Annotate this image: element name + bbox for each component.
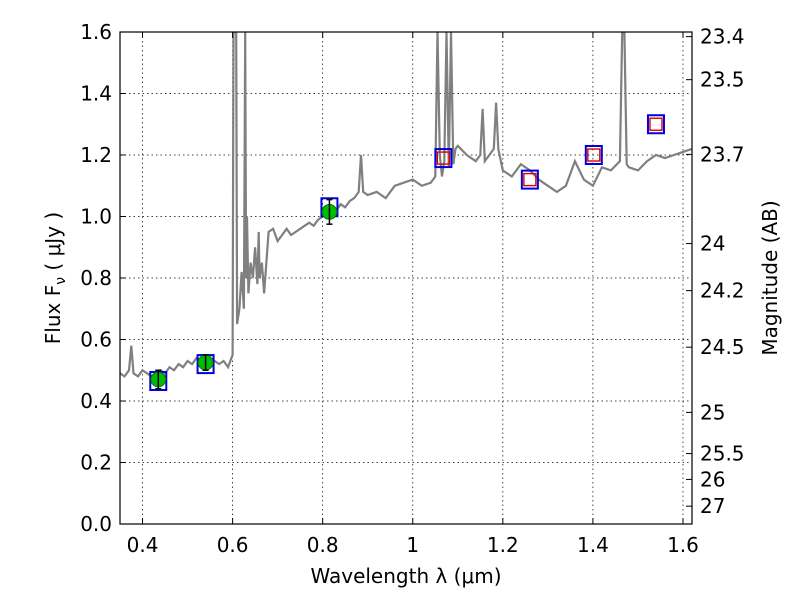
y2-axis-label: Magnitude (AB) (758, 200, 782, 355)
y2-tick-label: 24 (700, 232, 725, 256)
y-tick-label: 1.4 (80, 82, 112, 106)
y-axis-label-sub: ν (53, 277, 69, 285)
y-axis-label-unit: ( μJy ) (41, 212, 65, 277)
y-tick-label: 1.6 (80, 20, 112, 44)
x-axis-label: Wavelength λ (μm) (310, 564, 501, 588)
model-box-blue (434, 148, 453, 169)
y-tick-label: 0.0 (80, 512, 112, 536)
x-tick-label: 0.6 (217, 533, 249, 557)
y2-tick-label: 24.5 (700, 335, 745, 359)
model-boxes (149, 114, 665, 392)
y-tick-label: 0.2 (80, 451, 112, 475)
y-tick-label: 0.6 (80, 328, 112, 352)
sed-line (120, 32, 692, 378)
model-box-red (587, 148, 601, 162)
model-box-red (649, 117, 663, 131)
y-tick-label: 1.0 (80, 205, 112, 229)
y-tick-label: 0.8 (80, 266, 112, 290)
y2-tick-label: 25.5 (700, 442, 745, 466)
y2-tick-label: 27 (700, 494, 725, 518)
y2-tick-label: 23.7 (700, 142, 745, 166)
y2-tick-label: 24.2 (700, 279, 745, 303)
x-tick-label: 1.4 (577, 533, 609, 557)
series-layer (120, 32, 692, 378)
y-tick-label: 0.4 (80, 389, 112, 413)
model-box-blue (646, 114, 665, 135)
x-tick-label: 1.2 (487, 533, 519, 557)
y-tick-label: 1.2 (80, 143, 112, 167)
model-box-red (436, 151, 451, 165)
model-box-blue (520, 169, 539, 190)
y2-tick-label: 23.4 (700, 25, 745, 49)
y2-tick-label: 23.5 (700, 68, 745, 92)
model-box-blue (584, 145, 603, 165)
y-axis-label: Flux Fν ( μJy ) (41, 212, 69, 344)
ticks: 0.4 0.6 0.8 1 1.2 1.4 1.6 0.0 0.2 0.4 0.6 0.8 1.0 1.2… (80, 20, 744, 557)
x-tick-label: 0.4 (127, 533, 159, 557)
model-box-red (523, 172, 537, 187)
phot-points (150, 198, 338, 390)
x-tick-label: 1.6 (667, 533, 699, 557)
x-tick-label: 0.8 (307, 533, 339, 557)
y2-tick-label: 25 (700, 400, 725, 424)
grid (120, 31, 692, 525)
y-axis-label-main: Flux F (41, 285, 65, 344)
y2-tick-label: 26 (700, 467, 725, 491)
x-tick-label: 1 (406, 533, 419, 557)
